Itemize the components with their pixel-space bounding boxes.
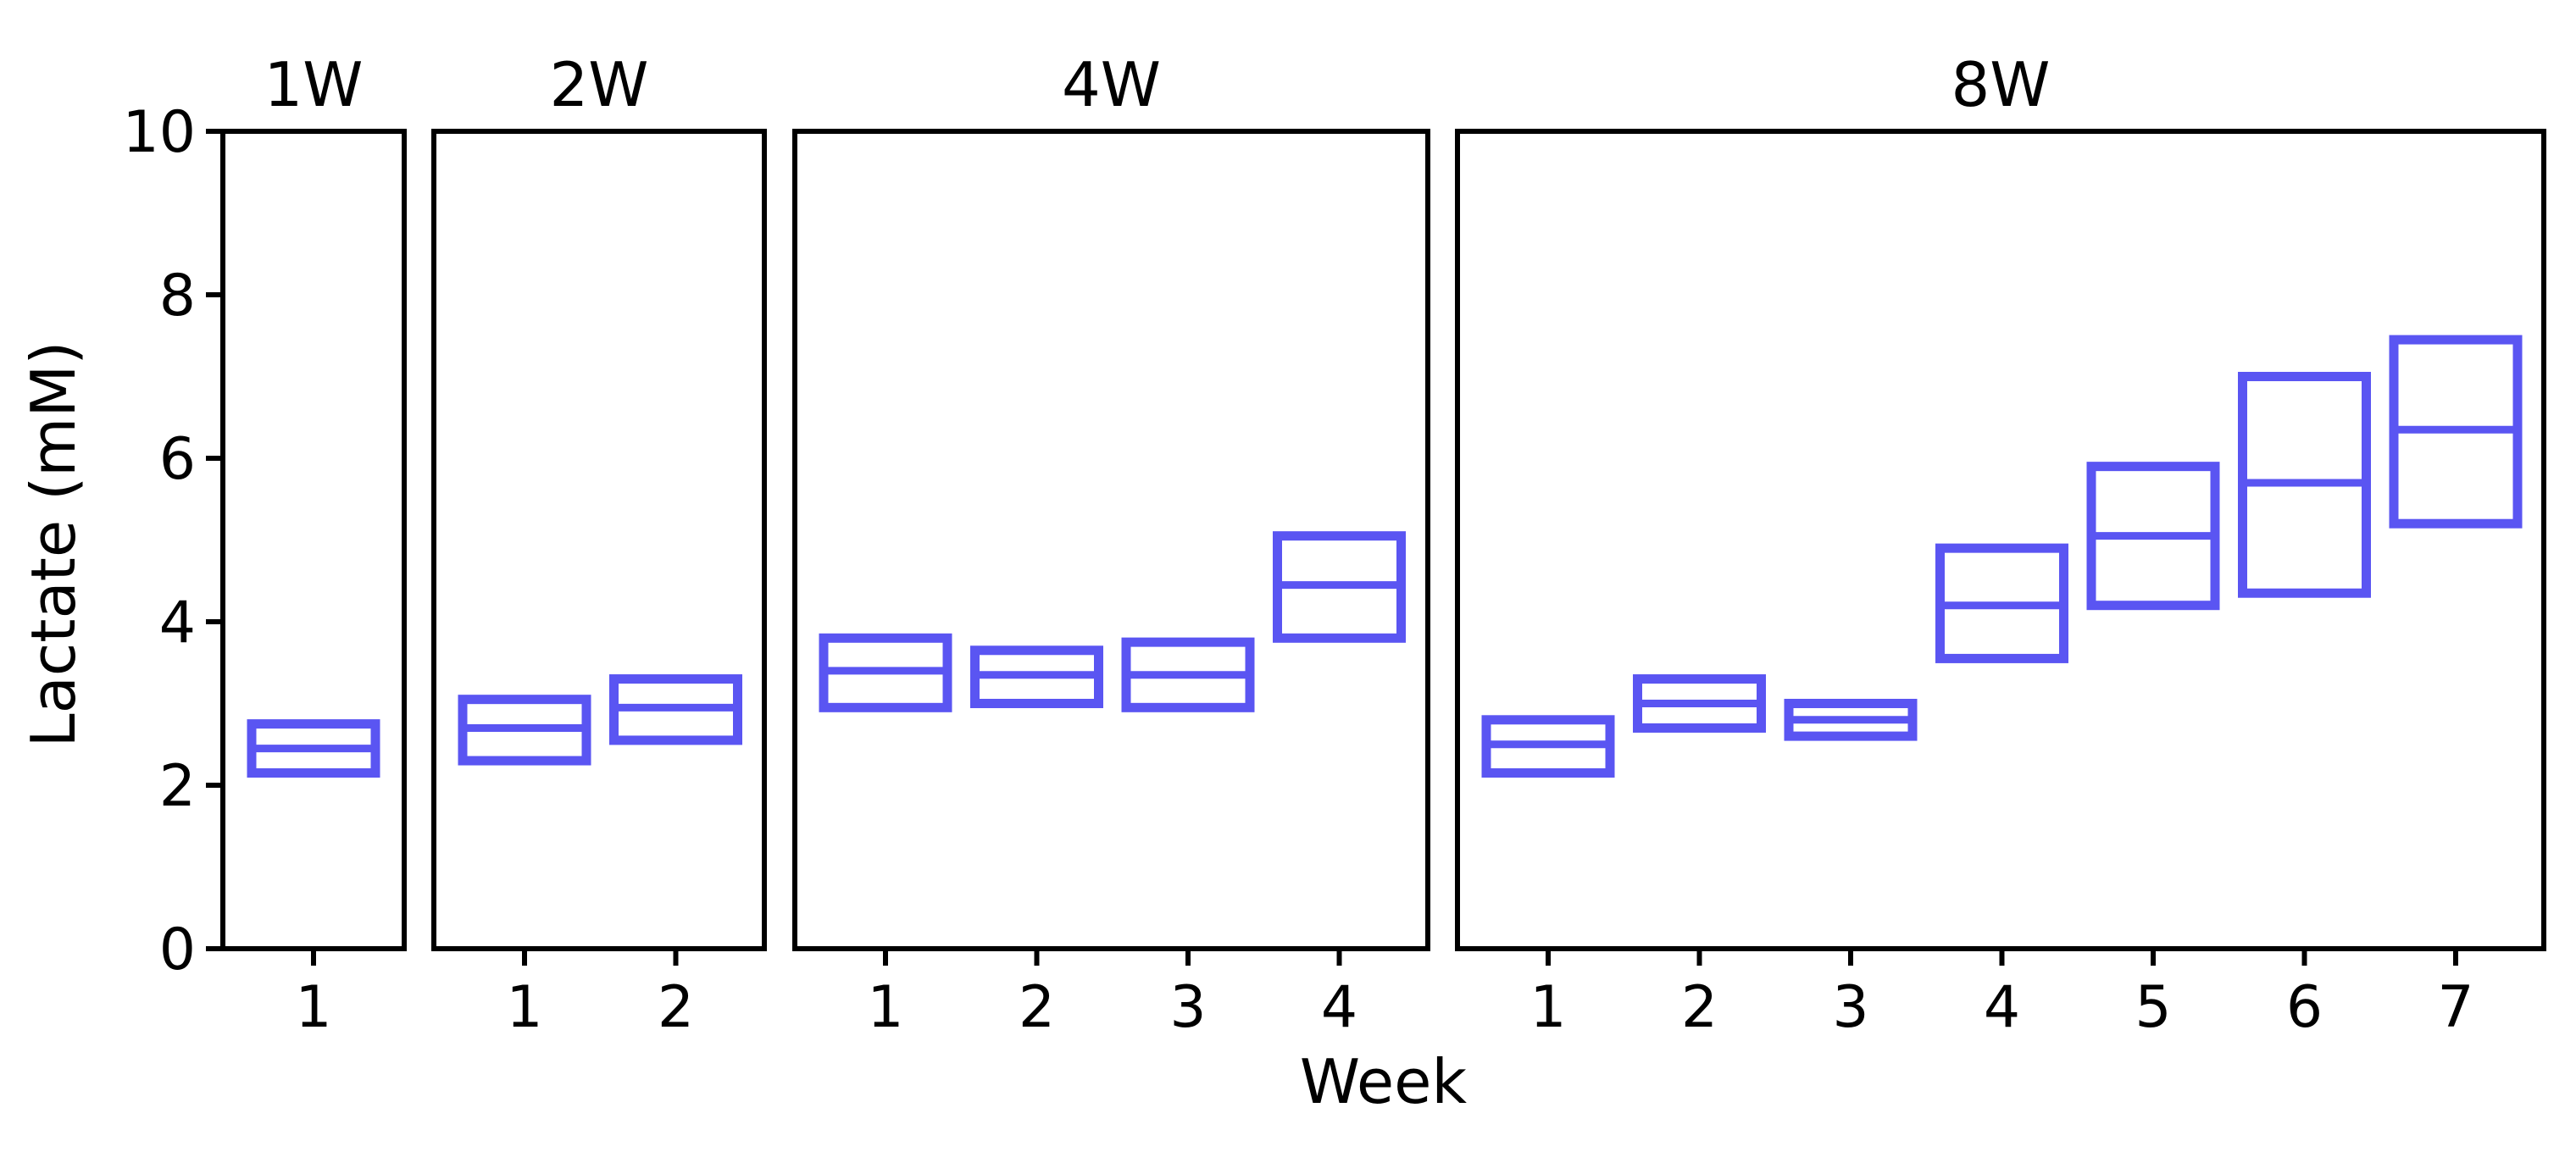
x-tick-label: 7 [2437,974,2473,1041]
box [1121,637,1255,712]
box [970,645,1103,709]
x-tick-label: 3 [1169,974,1206,1041]
panel-frame [220,129,407,951]
panel-frame [431,129,767,951]
y-tick-label: 10 [122,99,196,166]
panel-frame [1455,129,2546,951]
y-tick-label: 2 [159,753,196,820]
y-tick-label: 8 [159,263,196,330]
box [1784,699,1918,741]
facet-panel: 1W 1 [220,49,407,1041]
facet-panels: 1W 1 2W 1 2 4W 1 2 3 4 8W 1 2 3 4 5 6 7 [220,49,2546,1041]
facet-title: 2W [550,49,649,120]
x-tick-label: 5 [2135,974,2171,1041]
y-tick-label: 0 [159,917,196,983]
x-tick-label: 1 [295,974,331,1041]
box [1633,674,1766,733]
facet-panel: 2W 1 2 [431,49,767,1041]
box [247,719,380,778]
facet-title: 4W [1062,49,1161,120]
facet-panel: 8W 1 2 3 4 5 6 7 [1455,49,2546,1041]
facet-title: 1W [264,49,364,120]
x-tick-label: 1 [867,974,903,1041]
box [609,674,742,745]
y-axis: 0 2 4 6 8 10 [122,99,223,983]
box [2238,372,2371,598]
x-tick-label: 2 [1681,974,1718,1041]
x-tick-label: 4 [1321,974,1357,1041]
box [1273,531,1406,643]
facet-title: 8W [1951,49,2051,120]
box [1935,543,2068,663]
facet-panel: 4W 1 2 3 4 [792,49,1430,1041]
y-tick-label: 4 [159,590,196,656]
panel-frame [792,129,1430,951]
x-tick-label: 1 [1530,974,1566,1041]
x-tick-label: 6 [2286,974,2323,1041]
x-tick-label: 2 [658,974,694,1041]
box [1481,715,1615,778]
box [458,695,591,766]
box [2389,335,2523,529]
y-axis-title: Lactate (mM) [18,341,89,747]
x-axis-title: Week [1300,1046,1468,1117]
box [2086,462,2220,611]
x-tick-label: 3 [1832,974,1868,1041]
y-tick-label: 6 [159,426,196,493]
x-tick-label: 1 [506,974,542,1041]
box [819,633,952,712]
x-tick-label: 2 [1019,974,1055,1041]
x-tick-label: 4 [1984,974,2020,1041]
